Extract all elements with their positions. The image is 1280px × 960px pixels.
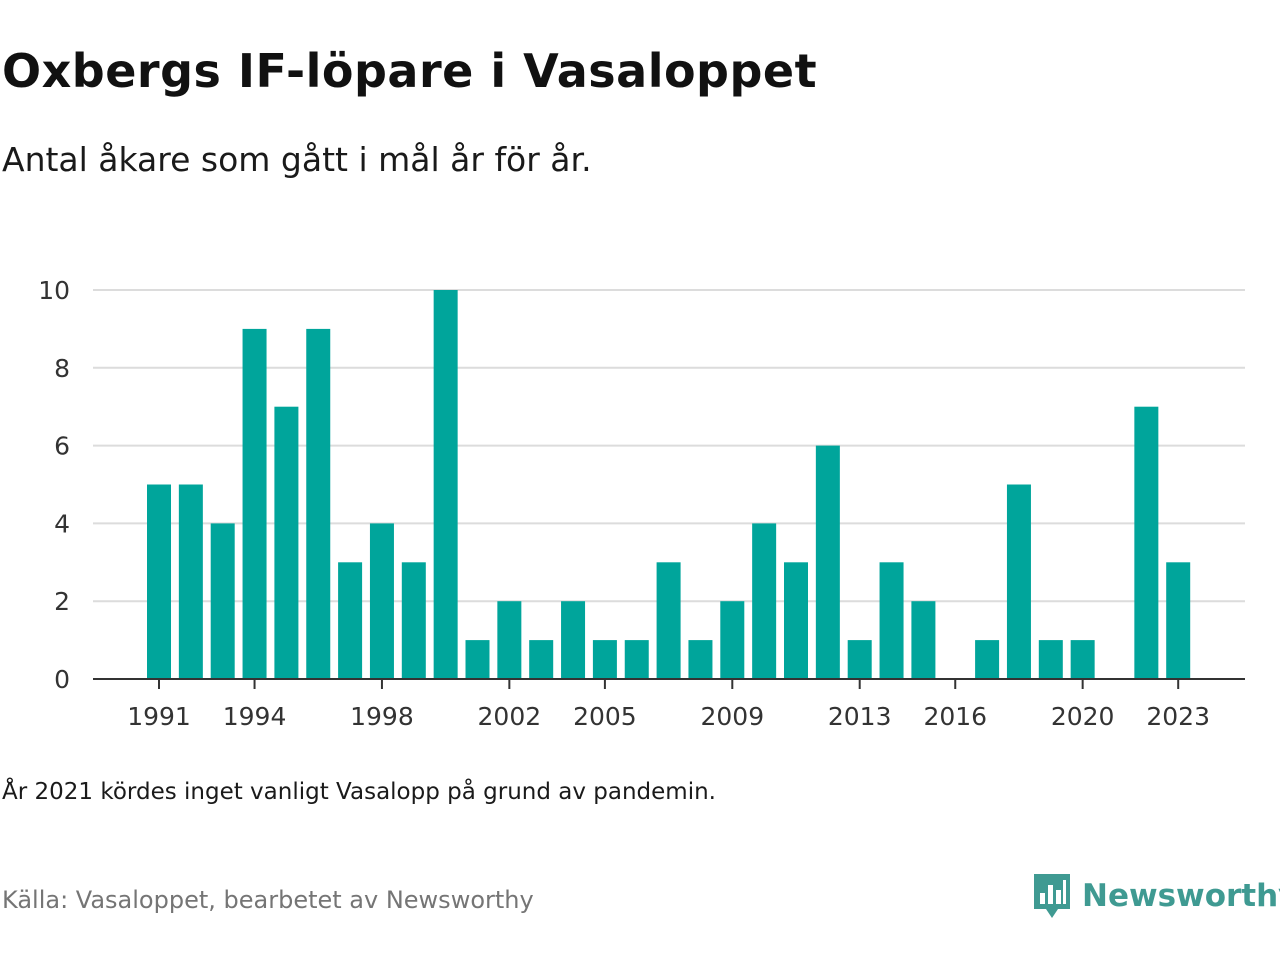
bar-2002: [497, 601, 522, 679]
bar-2018: [1006, 484, 1031, 679]
x-tick-label: 2016: [923, 702, 987, 731]
bar-2022: [1134, 406, 1159, 679]
bar-2014: [879, 562, 904, 679]
brand-name: Newsworthy: [1082, 878, 1280, 914]
bar-2012: [815, 445, 840, 679]
bar-2000: [433, 290, 458, 679]
bar-1997: [338, 562, 363, 679]
x-tick-label: 2023: [1146, 702, 1210, 731]
bar-2004: [561, 601, 586, 679]
bar-1992: [178, 484, 203, 679]
bar-2007: [656, 562, 681, 679]
bar-2008: [688, 640, 713, 679]
bar-2023: [1166, 562, 1191, 679]
bar-2010: [752, 523, 777, 679]
chart-title: Oxbergs IF-löpare i Vasaloppet: [2, 44, 818, 98]
x-tick-label: 1991: [127, 702, 191, 731]
brand-logo: Newsworthy: [1032, 870, 1280, 922]
y-tick-label: 8: [54, 354, 70, 383]
bar-1991: [147, 484, 171, 679]
x-tick-label: 2009: [700, 702, 764, 731]
source-credit: Källa: Vasaloppet, bearbetet av Newswort…: [2, 886, 534, 914]
x-tick-label: 2005: [573, 702, 637, 731]
bar-2011: [784, 562, 808, 679]
bar-2005: [592, 640, 617, 679]
bar-1996: [306, 328, 331, 679]
y-axis-ticks: 0 2 4 6 8 10: [38, 276, 70, 694]
chart-subtitle: Antal åkare som gått i mål år för år.: [2, 140, 592, 179]
bar-2001: [465, 640, 490, 679]
bar-1994: [242, 328, 267, 679]
y-tick-label: 0: [54, 665, 70, 694]
bar-1993: [210, 523, 235, 679]
y-tick-label: 6: [54, 432, 70, 461]
x-tick-label: 1994: [223, 702, 287, 731]
y-tick-label: 10: [38, 276, 70, 305]
bar-2019: [1038, 640, 1063, 679]
footnote: År 2021 kördes inget vanligt Vasalopp på…: [2, 779, 716, 805]
bar-2013: [847, 640, 872, 679]
x-tick-label: 2013: [828, 702, 892, 731]
bar-2009: [720, 601, 745, 679]
x-tick-label: 2020: [1051, 702, 1115, 731]
bar-1995: [274, 406, 299, 679]
bar-2015: [911, 601, 936, 679]
bar-1998: [369, 523, 394, 679]
x-tick-label: 2002: [478, 702, 542, 731]
y-tick-label: 2: [54, 587, 70, 616]
y-tick-label: 4: [54, 509, 70, 538]
bars: [147, 290, 1191, 679]
bar-2020: [1070, 640, 1095, 679]
bar-2003: [529, 640, 554, 679]
newsworthy-logo-icon: [1034, 874, 1070, 918]
bar-1999: [401, 562, 426, 679]
bar-2017: [975, 640, 1000, 679]
bar-2006: [624, 640, 649, 679]
x-axis-ticks: 1991 1994 1998 2002 2005 2009 2013 2016 2020 2023: [127, 679, 1210, 731]
x-tick-label: 1998: [350, 702, 414, 731]
